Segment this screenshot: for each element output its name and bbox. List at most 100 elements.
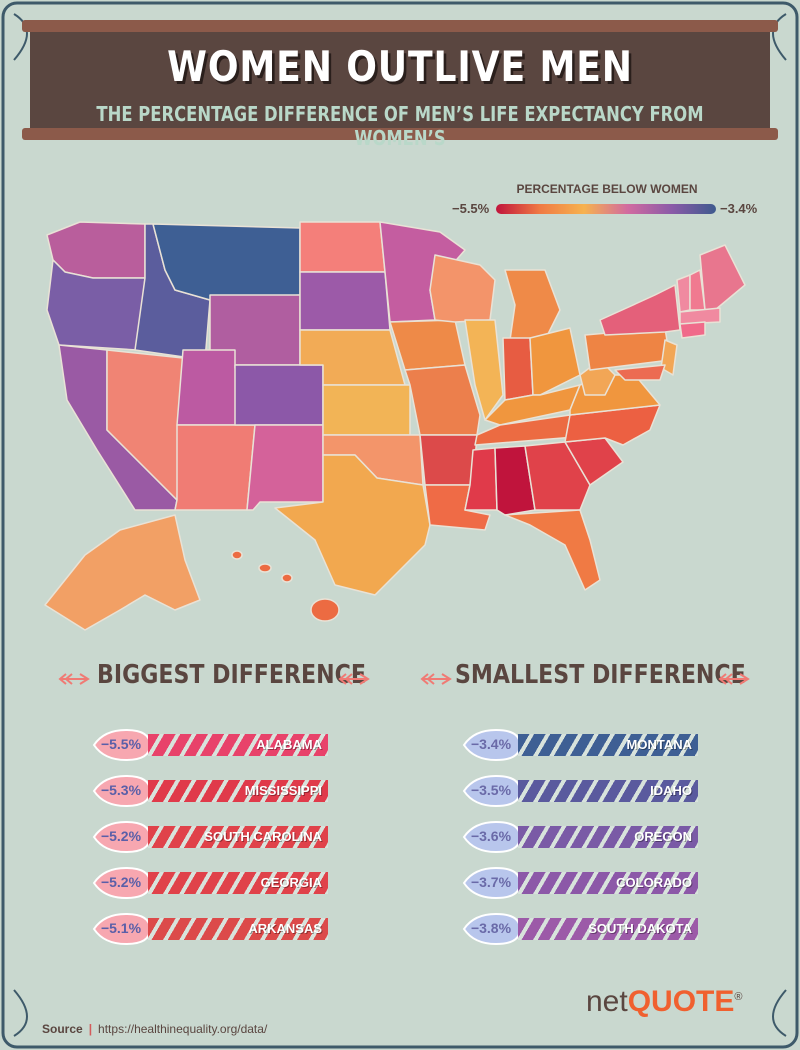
- legend-max-label: −3.4%: [720, 201, 758, 216]
- state-name: COLORADO: [616, 875, 692, 890]
- value-badge: −3.4%: [460, 728, 522, 762]
- color-legend: PERCENTAGE BELOW WOMEN −5.5% −3.4%: [440, 182, 760, 222]
- value-text: −5.3%: [100, 782, 142, 798]
- state-vermont: [676, 274, 691, 313]
- state-name: ALABAMA: [256, 737, 322, 752]
- state-kansas: [322, 384, 411, 436]
- state-michigan: [504, 269, 561, 341]
- value-text: −5.5%: [100, 736, 142, 752]
- state-name: SOUTH DAKOTA: [588, 921, 692, 936]
- value-badge: −5.2%: [90, 866, 152, 900]
- state-kentucky: [484, 384, 581, 426]
- state-name: SOUTH CAROLINA: [204, 829, 322, 844]
- legend-gradient-bar: [496, 204, 716, 214]
- state-new-york: [599, 284, 681, 336]
- state-new-mexico: [246, 424, 324, 511]
- source-label: Source: [42, 1022, 83, 1036]
- value-badge: −3.5%: [460, 774, 522, 808]
- state-name: OREGON: [634, 829, 692, 844]
- smallest-heading: SMALLEST DIFFERENCE: [455, 660, 746, 690]
- difference-row: −5.5% ALABAMA: [90, 728, 350, 762]
- state-alaska: [44, 514, 201, 631]
- legend-title: PERCENTAGE BELOW WOMEN: [516, 182, 698, 196]
- legend-min-label: −5.5%: [452, 201, 490, 216]
- state-missouri: [404, 364, 481, 436]
- netquote-logo: netQUOTE®: [586, 985, 743, 1019]
- state-bar: MONTANA: [518, 734, 698, 756]
- arrow-right-smallest-icon: [718, 673, 750, 685]
- state-mississippi: [464, 447, 498, 511]
- difference-row: −3.6% OREGON: [460, 820, 720, 854]
- state-name: IDAHO: [650, 783, 692, 798]
- state-bar: MISSISSIPPI: [148, 780, 328, 802]
- value-text: −5.2%: [100, 828, 142, 844]
- difference-row: −3.7% COLORADO: [460, 866, 720, 900]
- arrow-left-smallest-icon: [420, 673, 452, 685]
- value-text: −5.1%: [100, 920, 142, 936]
- difference-row: −5.1% ARKANSAS: [90, 912, 350, 946]
- value-text: −3.7%: [470, 874, 512, 890]
- arrow-right-biggest-icon: [338, 673, 370, 685]
- state-bar: IDAHO: [518, 780, 698, 802]
- banner-bottom-rail: [22, 128, 778, 140]
- value-badge: −5.5%: [90, 728, 152, 762]
- state-bar: COLORADO: [518, 872, 698, 894]
- state-massachusetts: [679, 307, 721, 325]
- logo-brand: QUOTE: [627, 985, 735, 1018]
- state-bar: SOUTH DAKOTA: [518, 918, 698, 940]
- state-maine: [699, 244, 746, 311]
- value-text: −3.5%: [470, 782, 512, 798]
- page-title: WOMEN OUTLIVE MEN: [167, 42, 633, 91]
- biggest-heading: BIGGEST DIFFERENCE: [97, 660, 366, 690]
- state-connecticut: [679, 321, 706, 339]
- value-text: −3.8%: [470, 920, 512, 936]
- value-badge: −3.8%: [460, 912, 522, 946]
- state-florida: [504, 509, 601, 591]
- state-north-dakota: [299, 221, 386, 273]
- state-wisconsin: [429, 254, 496, 323]
- state-name: ARKANSAS: [248, 921, 322, 936]
- value-text: −5.2%: [100, 874, 142, 890]
- banner-body: [30, 30, 770, 130]
- difference-row: −3.8% SOUTH DAKOTA: [460, 912, 720, 946]
- banner-top-rail: [22, 20, 778, 32]
- state-bar: ARKANSAS: [148, 918, 328, 940]
- title-banner: WOMEN OUTLIVE MEN THE PERCENTAGE DIFFERE…: [22, 20, 778, 150]
- state-name: MONTANA: [626, 737, 692, 752]
- source-url: https://healthinequality.org/data/: [98, 1022, 268, 1036]
- logo-prefix: net: [586, 985, 628, 1018]
- state-bar: GEORGIA: [148, 872, 328, 894]
- value-badge: −5.1%: [90, 912, 152, 946]
- state-ohio: [529, 327, 581, 396]
- state-bar: OREGON: [518, 826, 698, 848]
- difference-row: −5.2% GEORGIA: [90, 866, 350, 900]
- value-badge: −3.6%: [460, 820, 522, 854]
- arrow-left-biggest-icon: [58, 673, 90, 685]
- state-indiana: [502, 337, 534, 401]
- state-montana: [152, 223, 301, 301]
- state-arkansas: [419, 434, 478, 486]
- value-text: −3.6%: [470, 828, 512, 844]
- page-subtitle: THE PERCENTAGE DIFFERENCE OF MEN’S LIFE …: [96, 102, 704, 150]
- state-georgia: [524, 441, 591, 511]
- difference-row: −3.4% MONTANA: [460, 728, 720, 762]
- difference-row: −5.2% SOUTH CAROLINA: [90, 820, 350, 854]
- state-illinois: [464, 319, 504, 421]
- value-badge: −5.3%: [90, 774, 152, 808]
- difference-row: −3.5% IDAHO: [460, 774, 720, 808]
- logo-mark: ®: [734, 991, 743, 1003]
- state-texas: [274, 454, 431, 596]
- difference-row: −5.3% MISSISSIPPI: [90, 774, 350, 808]
- source-line: Source | https://healthinequality.org/data…: [42, 1022, 268, 1036]
- state-colorado: [234, 364, 324, 426]
- value-badge: −3.7%: [460, 866, 522, 900]
- state-hawaii: [231, 550, 340, 622]
- value-text: −3.4%: [470, 736, 512, 752]
- state-iowa: [389, 319, 466, 371]
- state-name: GEORGIA: [260, 875, 322, 890]
- state-arizona: [174, 424, 256, 511]
- us-choropleth-map: [44, 221, 746, 631]
- state-name: MISSISSIPPI: [244, 783, 322, 798]
- state-south-dakota: [299, 271, 391, 331]
- state-maryland: [614, 364, 666, 381]
